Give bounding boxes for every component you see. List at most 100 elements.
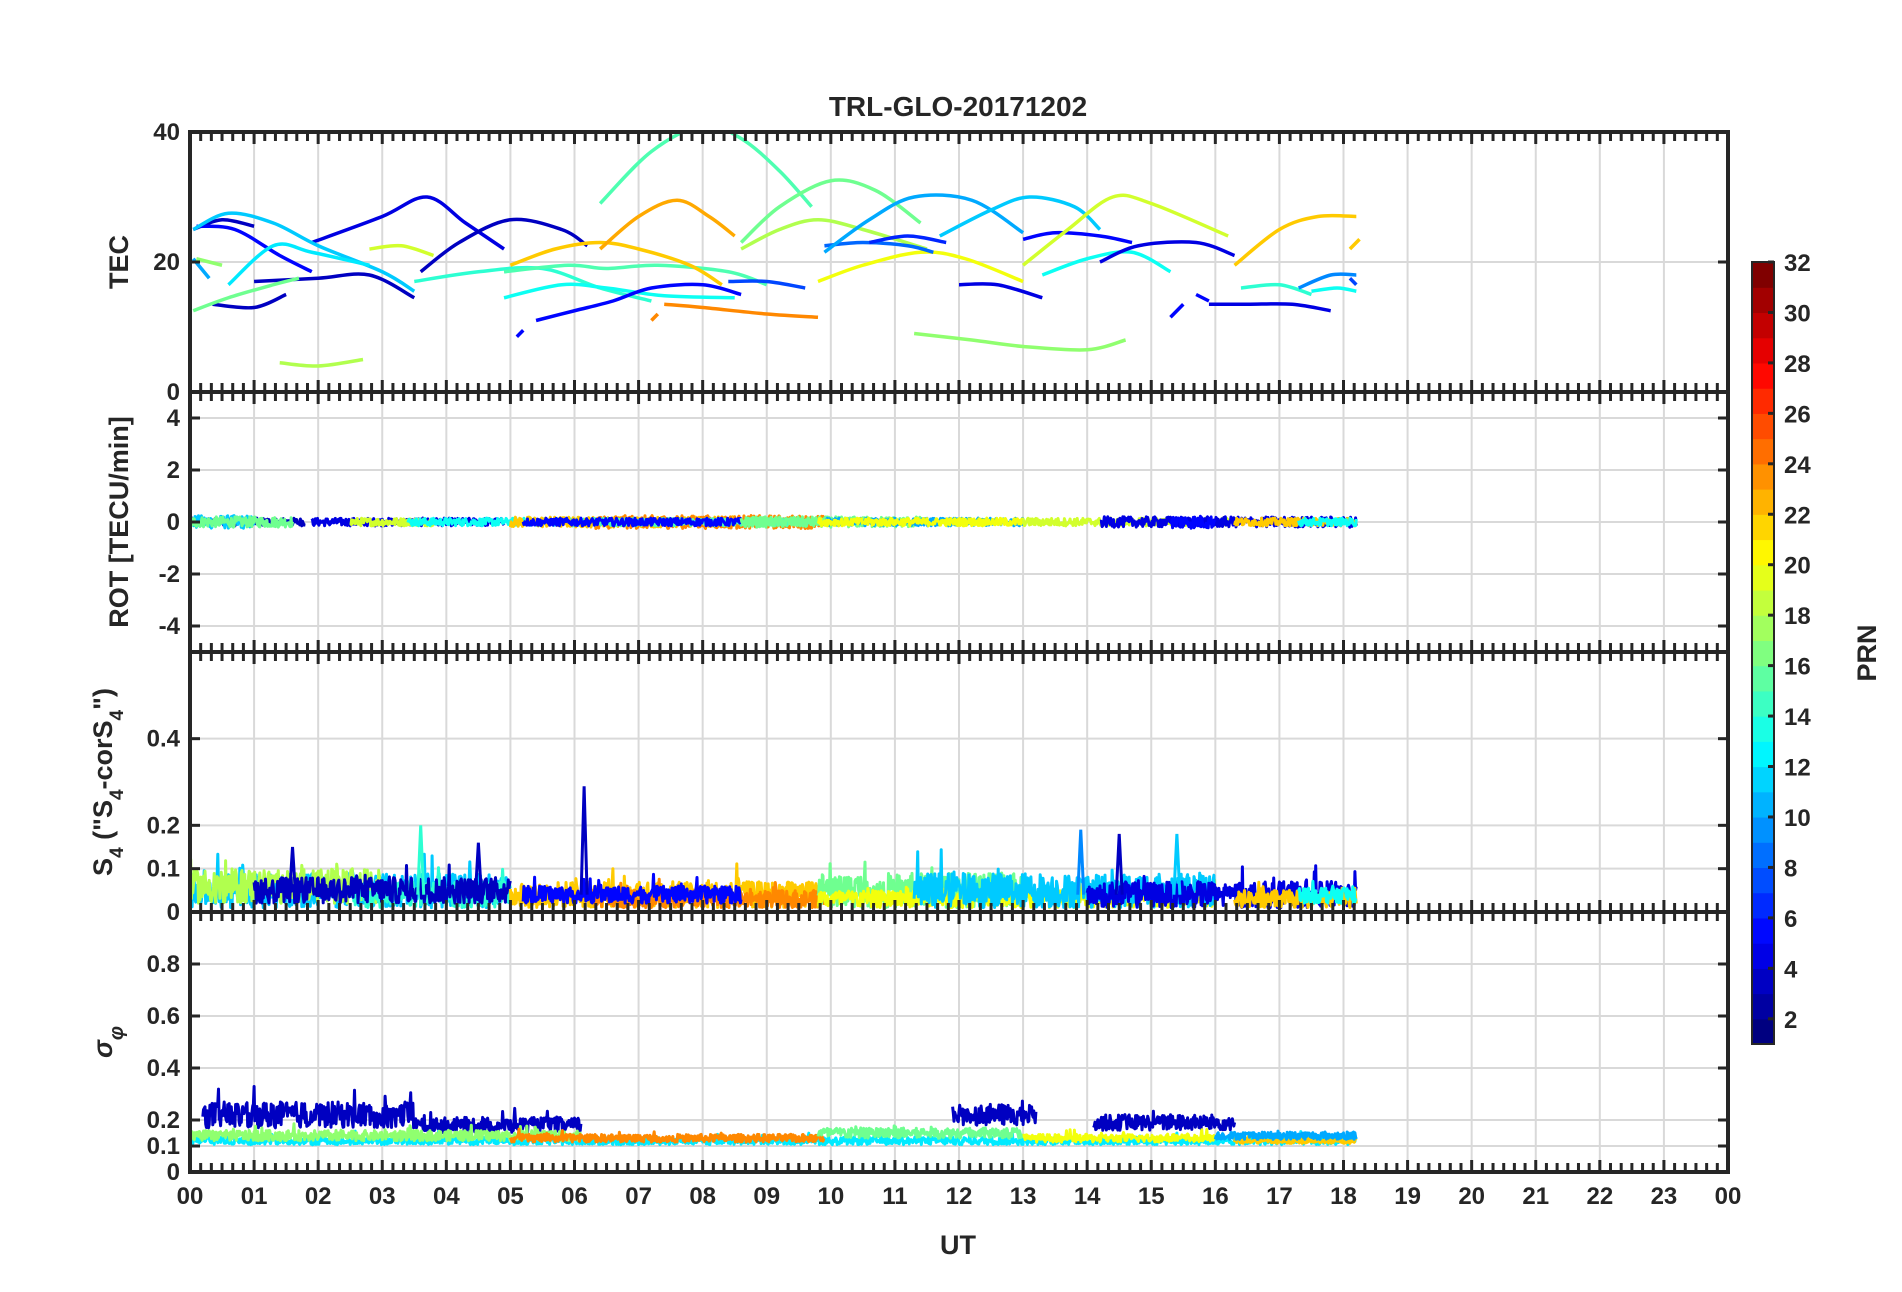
tec-arc-prn-3: [253, 272, 416, 300]
colorbar-tick-label: 14: [1784, 704, 1811, 731]
y-axis-label: σφ: [88, 1026, 128, 1058]
x-tick-label: 10: [817, 1183, 844, 1210]
colorbar-tick-label: 6: [1784, 906, 1797, 933]
y-tick-label: 0.2: [147, 1107, 180, 1134]
tec-arc-prn-24: [664, 302, 819, 319]
colorbar-step: [1752, 690, 1774, 717]
y-tick-label: 20: [153, 249, 180, 276]
x-tick-label: 13: [1010, 1183, 1037, 1210]
x-tick-label: 02: [305, 1183, 332, 1210]
y-tick-label: -2: [159, 561, 180, 588]
colorbar-step: [1752, 564, 1774, 591]
x-tick-label: 08: [689, 1183, 716, 1210]
s4-spike-prn-3: [473, 842, 483, 895]
colorbar-step: [1752, 514, 1774, 541]
colorbar-step: [1752, 539, 1774, 566]
s4-series-prn-3: [252, 863, 512, 905]
x-tick-label: 05: [497, 1183, 524, 1210]
x-tick-label: 20: [1458, 1183, 1485, 1210]
colorbar-step: [1752, 766, 1774, 793]
colorbar-tick-label: 24: [1784, 452, 1811, 479]
tec-arc-prn-22: [1233, 213, 1357, 267]
colorbar-tick-label: 26: [1784, 401, 1811, 428]
tec-arc-prn-15: [598, 132, 813, 208]
x-axis-label: UT: [940, 1230, 976, 1260]
rot-series-prn-13: [1297, 516, 1358, 528]
y-tick-label: 2: [167, 457, 180, 484]
panel-s4: 0 0.1 0.2 0.4 S4 ("S4-corS4"): [88, 650, 1730, 926]
tec-arc-prn-13: [1311, 286, 1357, 293]
sigma_phi-series-prn-10: [1213, 1129, 1358, 1141]
tec-arc-prn-15: [503, 263, 768, 287]
tec-arc-prn-16: [192, 276, 300, 313]
series-sigma_phi: [190, 1085, 1358, 1147]
x-tick-label: 07: [625, 1183, 652, 1210]
x-tick-label: 21: [1522, 1183, 1549, 1210]
colorbar-step: [1752, 791, 1774, 818]
y-tick-label: 0.6: [147, 1003, 180, 1030]
tec-arc-prn-4: [1099, 240, 1236, 264]
sigma_phi-series-prn-3: [1092, 1109, 1237, 1132]
x-tick-label: 19: [1394, 1183, 1421, 1210]
s4-spike-prn-3: [579, 786, 589, 895]
s4-spike-prn-3: [288, 846, 298, 895]
colorbar-tick-label: 20: [1784, 553, 1811, 580]
tec-arc-prn-24: [650, 312, 660, 322]
y-tick-label: 0.4: [147, 726, 181, 753]
colorbar-step: [1752, 968, 1774, 995]
colorbar-tick-label: 30: [1784, 300, 1811, 327]
tec-arc-prn-20: [817, 250, 1024, 284]
y-tick-label: 4: [167, 405, 181, 432]
tec-arc-prn-22: [509, 240, 723, 287]
tec-arc-prn-17: [913, 331, 1127, 352]
tec-arc-prn-16: [739, 178, 922, 244]
colorbar-step: [1752, 489, 1774, 515]
panel-sigma_phi: 00.10.2 0.4 0.6 0.8 σφ: [88, 910, 1730, 1186]
tec-arc-prn-22: [1348, 238, 1361, 251]
tec-arc-prn-14: [1240, 282, 1313, 297]
tec-arc-prn-4: [311, 195, 505, 251]
colorbar-frame: [1751, 261, 1775, 1045]
sigma_phi-series-prn-16: [816, 1124, 1025, 1140]
series-rot: [190, 514, 1358, 530]
tec-arc-prn-23: [598, 198, 736, 251]
rot-series-prn-5: [521, 516, 743, 528]
y-axis-label: TEC: [104, 235, 134, 289]
y-tick-label: 40: [153, 119, 180, 146]
colorbar-step: [1752, 1018, 1774, 1045]
colorbar-step: [1752, 413, 1774, 440]
tec-arc-prn-12: [227, 242, 370, 287]
x-tick-label: 15: [1138, 1183, 1165, 1210]
colorbar-step: [1752, 337, 1774, 364]
sigma_phi-series-prn-24: [509, 1127, 826, 1144]
colorbar-step: [1752, 943, 1774, 969]
colorbar-step: [1752, 917, 1774, 944]
y-tick-label: 0: [167, 509, 180, 536]
sigma_phi-series-prn-3: [201, 1085, 416, 1130]
colorbar-step: [1752, 867, 1774, 894]
tec-arc-prn-18: [279, 357, 364, 368]
colorbar-tick-label: 12: [1784, 755, 1811, 782]
x-tick-label: 11: [882, 1183, 907, 1210]
s4-spike-prn-14: [416, 825, 426, 895]
panel-tec: 0 20 40 TEC: [104, 119, 1730, 406]
x-tick-label: 12: [946, 1183, 973, 1210]
tec-arc-prn-5: [1195, 292, 1210, 303]
tec-arc-prn-9: [1297, 272, 1357, 290]
colorbar-step: [1752, 665, 1774, 692]
colorbar-step: [1752, 438, 1774, 465]
colorbar-step: [1752, 741, 1774, 768]
tec-arc-prn-13: [1041, 250, 1172, 277]
x-tick-label: 01: [241, 1183, 268, 1210]
y-tick-label: 0.1: [147, 1133, 180, 1160]
x-tick-label: 00: [177, 1183, 204, 1210]
tec-arc-prn-18: [740, 217, 928, 251]
sigma_phi-series-prn-20: [1022, 1128, 1217, 1144]
y-tick-label: 0.1: [147, 856, 180, 883]
x-tick-label: 17: [1266, 1183, 1293, 1210]
colorbar-tick-label: 18: [1784, 603, 1811, 630]
colorbar-tick-label: 32: [1784, 250, 1811, 277]
tec-arc-prn-8: [824, 240, 934, 254]
